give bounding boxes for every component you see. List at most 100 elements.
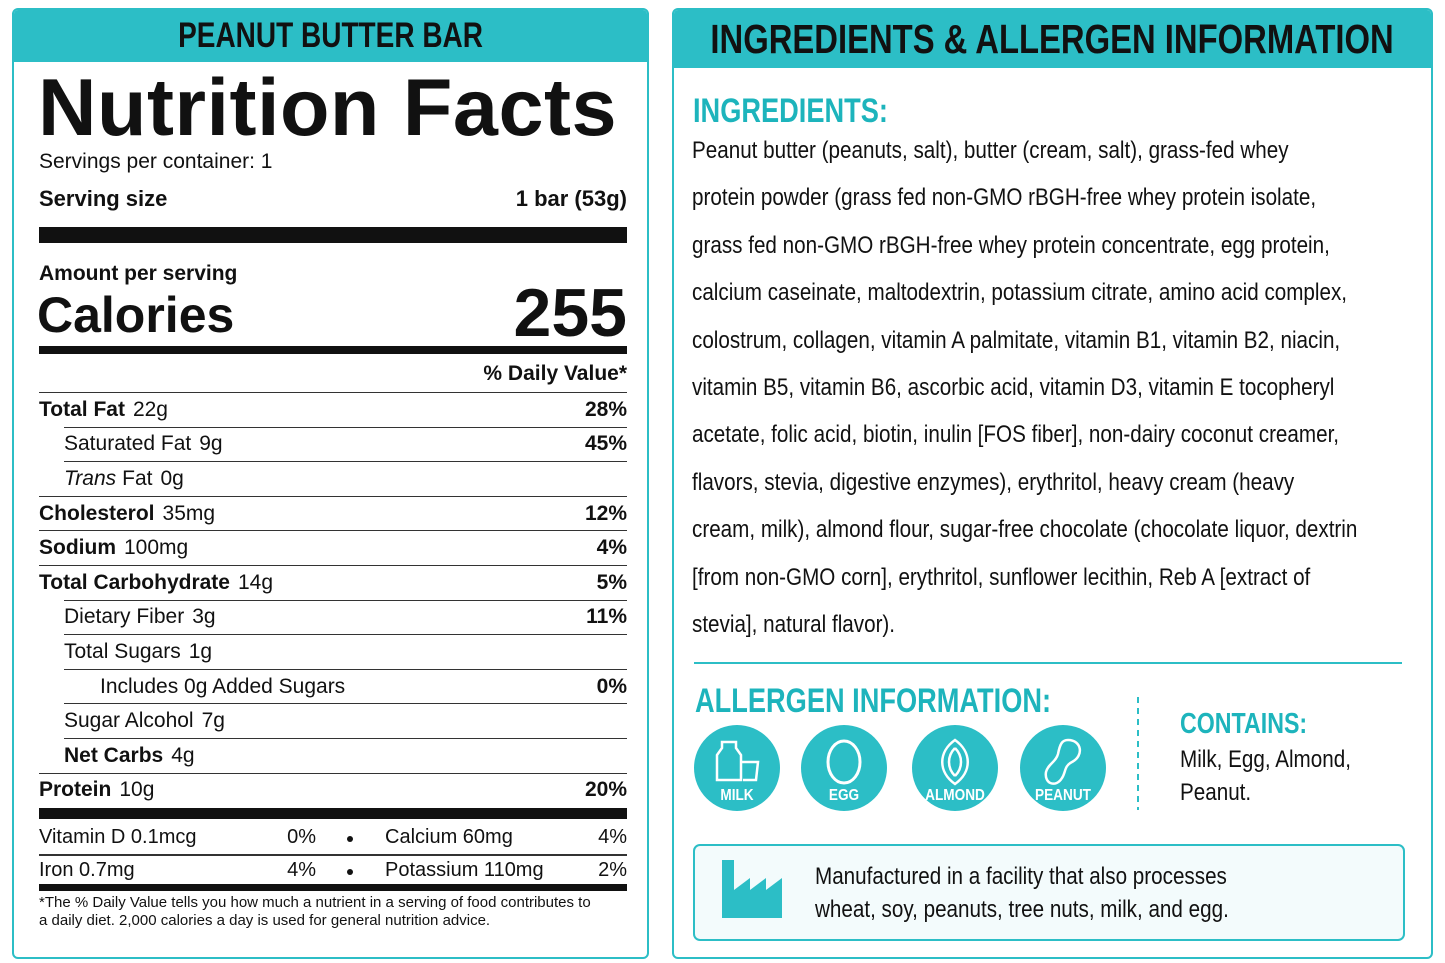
divider — [694, 662, 1402, 664]
bullet — [347, 869, 353, 875]
nutrient-name: Cholesterol — [39, 501, 155, 525]
info-header: INGREDIENTS & ALLERGEN INFORMATION — [710, 15, 1395, 62]
micro-row: Iron 0.7mg 4% Potassium 110mg 2% — [39, 855, 627, 887]
nutrient-row: Sugar Alcohol 7g — [64, 703, 627, 738]
nutrient-row: Protein 10g 20% — [39, 772, 627, 808]
nutrient-dv: 4% — [596, 536, 627, 560]
nutrient-row: Total Fat 22g 28% — [39, 392, 627, 427]
nutrient-prefix: Trans — [64, 466, 117, 490]
ingredients-line: colostrum, collagen, vitamin A palmitate… — [692, 326, 1341, 354]
factory-icon — [722, 860, 782, 918]
nutrient-row: Saturated Fat 9g 45% — [64, 426, 627, 462]
nutrient-row: Net Carbs 4g — [64, 737, 627, 773]
thick-rule — [39, 884, 627, 891]
facility-line: Manufactured in a facility that also pro… — [815, 863, 1227, 890]
nutrition-panel: PEANUT BUTTER BAR — [12, 8, 649, 959]
contains-line: Peanut. — [1180, 779, 1252, 806]
nutrition-header: PEANUT BUTTER BAR — [178, 16, 483, 55]
ingredients-title: INGREDIENTS: — [693, 92, 888, 130]
nutrient-amount: 7g — [201, 709, 225, 733]
calories-value: 255 — [513, 275, 627, 351]
almond-icon — [912, 725, 998, 811]
ingredients-line: protein powder (grass fed non-GMO rBGH-f… — [692, 184, 1317, 212]
nutrient-name: Total Sugars — [64, 639, 181, 663]
nutrient-amount: 14g — [237, 570, 274, 594]
ingredients-line: vitamin B5, vitamin B6, ascorbic acid, v… — [692, 374, 1335, 401]
contains-line: Milk, Egg, Almond, — [1180, 746, 1351, 773]
nutrient-amount: 22g — [132, 397, 168, 421]
micro-dv: 2% — [598, 859, 627, 881]
nutrient-amount: 1g — [188, 639, 213, 663]
ingredients-title-wrap: INGREDIENTS: — [693, 92, 937, 131]
dv-header: % Daily Value* — [483, 362, 627, 385]
bullet — [347, 836, 353, 842]
allergen-label: PEANUT — [1035, 787, 1091, 804]
thin-rule — [39, 854, 627, 856]
egg-icon — [801, 725, 887, 811]
ingredients-line: flavors, stevia, digestive enzymes), ery… — [692, 468, 1295, 496]
ingredients-line: Peanut butter (peanuts, salt), butter (c… — [692, 137, 1289, 164]
nutrient-row: Includes 0g Added Sugars 0% — [64, 668, 627, 704]
nutrition-header-band: PEANUT BUTTER BAR — [14, 10, 647, 62]
ingredients-line: [from non-GMO corn], erythritol, sunflow… — [692, 563, 1311, 591]
calories-label: Calories — [37, 287, 235, 343]
nutrient-row: Trans Fat 0g — [64, 461, 627, 496]
thick-rule — [39, 227, 627, 243]
serving-size-label: Serving size — [39, 186, 168, 211]
nutrient-name: Includes 0g Added Sugars — [100, 674, 346, 698]
nutrient-name: Sugar Alcohol — [64, 709, 194, 733]
nutrient-name: Dietary Fiber — [64, 605, 185, 629]
allergen-title-wrap: ALLERGEN INFORMATION: — [695, 682, 1140, 721]
nutrient-dv: 12% — [584, 501, 627, 525]
nutrient-name: Fat — [122, 466, 153, 490]
nutrient-amount: 10g — [119, 778, 155, 802]
info-header-band: INGREDIENTS & ALLERGEN INFORMATION — [674, 10, 1431, 68]
nutrient-amount: 3g — [192, 605, 216, 629]
amount-label: Amount per serving — [39, 262, 238, 285]
contains-title: CONTAINS: — [1180, 708, 1308, 740]
nutrient-name: Sodium — [39, 536, 116, 560]
servings: Servings per container: 1 — [39, 150, 273, 173]
thick-rule — [39, 808, 627, 819]
serving-size: 1 bar (53g) — [515, 186, 627, 211]
medium-rule — [39, 346, 627, 354]
ingredients-line: grass fed non-GMO rBGH-free whey protein… — [692, 231, 1330, 259]
label-title: Nutrition Facts — [38, 63, 618, 153]
nutrient-amount: 4g — [171, 743, 195, 767]
allergen-label: EGG — [828, 787, 860, 804]
nutrient-row: Sodium 100mg 4% — [39, 530, 627, 565]
ingredients-line: stevia], natural flavor). — [692, 611, 896, 638]
ingredients-line: cream, milk), almond flour, sugar-free c… — [692, 516, 1358, 544]
footnote: *The % Daily Value tells you how much a … — [39, 894, 591, 929]
nutrient-amount: 9g — [199, 432, 223, 456]
nutrient-row: Cholesterol 35mg 12% — [39, 495, 627, 531]
peanut-icon — [1020, 725, 1106, 811]
micro-name: Potassium 110mg — [385, 859, 544, 881]
nutrient-name: Saturated Fat — [64, 432, 192, 456]
nutrient-name: Total Fat — [39, 397, 125, 421]
nutrient-row: Total Carbohydrate 14g 5% — [39, 564, 627, 600]
nutrient-name: Protein — [39, 778, 112, 802]
allergen-label: ALMOND — [925, 787, 985, 804]
nutrient-dv: 0% — [596, 674, 627, 698]
facility-line: wheat, soy, peanuts, tree nuts, milk, an… — [815, 896, 1229, 923]
micro-name: Vitamin D 0.1mcg — [39, 826, 197, 848]
micro-dv: 4% — [287, 859, 316, 881]
nutrient-name: Total Carbohydrate — [39, 570, 230, 594]
nutrient-amount: 35mg — [162, 501, 216, 525]
nutrient-dv: 5% — [596, 570, 627, 594]
allergen-title: ALLERGEN INFORMATION: — [695, 682, 1052, 720]
nutrient-rows: Total Fat 22g 28% Saturated Fat 9g 45% Trans… — [39, 392, 627, 807]
nutrient-dv: 11% — [586, 605, 627, 629]
nutrient-row: Dietary Fiber 3g 11% — [64, 599, 627, 635]
ingredients-line: acetate, folic acid, biotin, inulin [FOS… — [692, 421, 1340, 449]
micro-dv: 0% — [287, 826, 316, 848]
nutrient-amount: 0g — [160, 466, 184, 490]
nutrient-name: Net Carbs — [64, 743, 164, 767]
allergen-label: MILK — [720, 787, 754, 804]
micro-dv: 4% — [598, 826, 627, 848]
micro-row: Vitamin D 0.1mcg 0% Calcium 60mg 4% — [39, 822, 627, 854]
nutrient-row: Total Sugars 1g — [64, 634, 627, 669]
